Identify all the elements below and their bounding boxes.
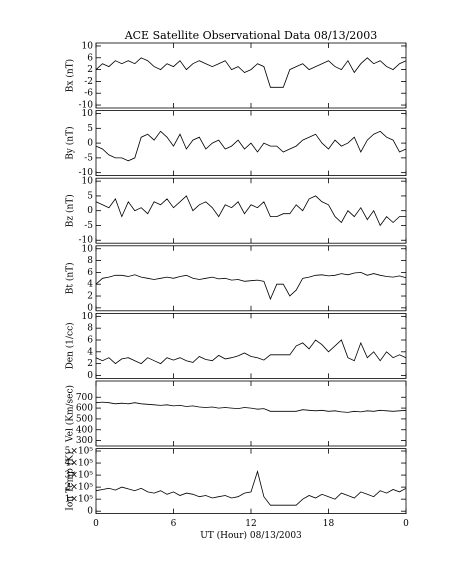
y-tick-label: 10 [82, 177, 94, 187]
y-tick-label: 2×10⁵ [65, 483, 94, 493]
panel-frame [95, 245, 407, 312]
y-tick-label: 5 [87, 191, 93, 201]
x-tick-label: 0 [403, 519, 409, 529]
y-tick-label: 5×10⁵ [65, 447, 94, 457]
data-line [95, 195, 406, 227]
y-tick-label: 1×10⁵ [65, 495, 94, 505]
panel-frame [95, 448, 407, 515]
x-tick-label: 12 [245, 519, 256, 529]
y-tick-label: -10 [79, 168, 94, 178]
y-tick-label: -5 [84, 221, 93, 231]
panel-frame [95, 42, 407, 109]
data-line [95, 470, 407, 506]
x-tick-label: 18 [323, 519, 335, 529]
x-tick-label: 0 [93, 519, 99, 529]
y-axis-label: Bz (nT) [65, 194, 76, 227]
y-tick-label: 10 [82, 109, 94, 119]
y-axis-label: Ion Temp (K) [65, 452, 76, 511]
y-tick-label: 10 [82, 41, 94, 51]
y-tick-label: -5 [84, 153, 93, 163]
y-axis-label: Bx (nT) [65, 59, 76, 92]
y-tick-label: 6 [87, 53, 93, 63]
y-axis-label: Vel (Km/sec) [65, 385, 76, 443]
y-tick-label: 0 [87, 371, 93, 381]
y-tick-label: 4 [87, 347, 93, 357]
y-tick-label: 10 [82, 244, 94, 254]
chart-title: ACE Satellite Observational Data 08/13/2… [124, 29, 378, 42]
y-tick-label: 8 [87, 256, 93, 266]
panel-frame [95, 380, 407, 447]
y-tick-label: 5 [87, 124, 93, 134]
y-axis-label: Den (1/cc) [65, 322, 76, 369]
y-tick-label: -6 [84, 89, 93, 99]
y-tick-label: 0 [87, 206, 93, 216]
data-line [95, 401, 407, 413]
y-tick-label: 400 [76, 425, 93, 435]
data-line [95, 271, 407, 301]
y-tick-label: 700 [76, 393, 93, 403]
y-tick-label: 8 [87, 324, 93, 334]
data-line [95, 130, 407, 162]
y-tick-label: 0 [87, 303, 93, 313]
panel-frame [95, 177, 407, 244]
y-tick-label: 0 [87, 507, 93, 517]
y-tick-label: 2 [87, 65, 93, 75]
data-line [95, 57, 407, 88]
y-tick-label: 6 [87, 335, 93, 345]
y-tick-label: 0 [87, 139, 93, 149]
y-tick-label: -10 [79, 236, 94, 246]
data-line [95, 339, 407, 365]
y-axis-label: By (nT) [65, 126, 76, 159]
y-tick-label: 6 [87, 268, 93, 278]
y-tick-label: -10 [79, 101, 94, 111]
y-tick-label: 2 [87, 292, 93, 302]
y-tick-label: 500 [76, 414, 93, 424]
y-tick-label: 3×10⁵ [65, 471, 94, 481]
y-tick-label: 600 [76, 404, 93, 414]
y-tick-label: 4×10⁵ [65, 459, 94, 469]
y-tick-label: -2 [84, 77, 93, 87]
y-tick-label: 10 [82, 312, 94, 322]
y-axis-label: Bt (nT) [65, 262, 76, 294]
y-tick-label: 4 [87, 280, 93, 290]
x-axis-label: UT (Hour) 08/13/2003 [200, 530, 302, 541]
y-tick-label: 300 [76, 436, 93, 446]
x-tick-label: 6 [171, 519, 177, 529]
y-tick-label: 2 [87, 359, 93, 369]
